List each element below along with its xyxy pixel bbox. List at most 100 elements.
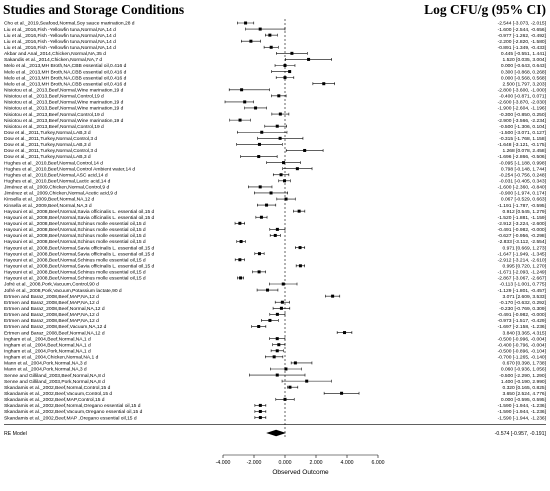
study-row: Skandamis et al._2002,Beef,Vacuum,Contro… [4, 391, 547, 397]
ci-text: 3.840 [3.365, 4.315] [502, 330, 546, 336]
x-tick-label: 0.000 [279, 460, 292, 466]
study-label: Cho et al._2019,Seafood,Normal,Soy sauce… [4, 21, 135, 27]
point-estimate [257, 155, 261, 159]
point-estimate [269, 191, 273, 195]
study-label: Sakandis et al._2014,Chicken,Normal,NA,7… [4, 57, 102, 63]
ci-text: -2.912 [-3.214, -2.610] [498, 257, 547, 263]
point-estimate [275, 227, 279, 231]
study-row: Ingham et al._2004,Beef,Normal,NA,1 d -0.… [4, 342, 547, 348]
study-row: Hughes et al._2010,Beef,Normal,ASC acid,… [4, 172, 547, 178]
study-label: Liu et al._2016,Fish -Yellowfin tuna,Nor… [4, 39, 116, 45]
study-row: Jofré et al._2008,Pork,Vacuum,Control,90… [4, 282, 547, 288]
study-label: Skandamis et al._2002,Beef,Normal,Oregan… [4, 403, 141, 409]
study-row: Skandamis et al._2002,Beef,MAP ,Oregano … [4, 415, 547, 421]
point-estimate [343, 331, 347, 335]
ci-text: 2.500 [1.797, 3.203] [502, 81, 546, 87]
study-row: Akbar and Anal_2014,Chicken,Normal,NA,35… [4, 51, 547, 57]
ci-text: -0.491 [-0.982, -0.000] [498, 227, 547, 233]
study-label: Nisiotou et al._2013,Beef,Normal,Wine ma… [4, 87, 124, 93]
x-tick-label: 4.000 [341, 460, 354, 466]
study-row: Sakandis et al._2014,Chicken,Normal,NA,7… [4, 57, 547, 63]
study-label: Mann et al._2004,Pork,Normal,NA,3 d [4, 367, 87, 373]
ci-text: 0.000 [-0.595, 0.595] [501, 397, 547, 403]
study-label: Hayouni et al._2008,Beef,Normal,Savia of… [4, 209, 155, 215]
ci-text: 1.268 [0.078, 2.458] [502, 148, 546, 154]
study-row: Dow et al._2011,Turkey,Normal,LAB,3 d -1.… [4, 154, 547, 160]
point-estimate [283, 397, 287, 401]
ci-text: -1.900 [-2.604, -1.196] [498, 106, 547, 112]
x-tick-label: 2.000 [310, 460, 323, 466]
ci-text: 0.798 [-0.148, 1.744] [501, 166, 547, 172]
point-estimate [238, 258, 242, 262]
study-label: Hughes et al._2010,Beef,Normal,Control,1… [4, 160, 103, 166]
study-row: Kinsella et al._2009,Beef,Normal,NA,12 d… [4, 197, 547, 203]
study-label: Ertmen and Baraz_2008,Beef,MAP,NA,12 d [4, 312, 99, 318]
study-row: Nisiotou et al._2013,Beef,Normal,Control… [4, 112, 547, 118]
point-estimate [278, 112, 282, 116]
ci-text: 0.445 [-0.551, 1.441] [501, 51, 547, 57]
point-estimate [268, 318, 272, 322]
ci-text: -2.600 [-3.870, -2.030] [498, 100, 547, 106]
x-tick-label: -2.000 [247, 460, 262, 466]
point-estimate [258, 27, 262, 31]
study-label: Senne and Gilliland_2003,Beef,Normal,NA,… [4, 373, 105, 379]
ci-text: -0.170 [-0.632, 0.292] [499, 300, 546, 306]
study-row: Liu et al._2016,Fish -Yellowfin tuna,Nor… [4, 33, 547, 39]
study-label: Jiménez et al._2009,Chicken,Normal,Aceti… [4, 191, 117, 197]
study-label: Nisiotou et al._2013,Beef,Normal,Wine ma… [4, 106, 124, 112]
point-estimate [269, 45, 273, 49]
ci-text: -1.648 [-3.121, -0.175] [498, 142, 547, 148]
study-row: Hayouni et al._2008,Beef,Normal,Schinus … [4, 270, 547, 276]
ci-text: -0.500 [-0.896, -0.104] [498, 348, 547, 354]
study-row: Hayouni et al._2008,Beef,Normal,Schinus … [4, 233, 547, 239]
study-row: Nisiotou et al._2013,Beef,Normal,Control… [4, 124, 547, 130]
point-estimate [275, 312, 279, 316]
point-estimate [260, 130, 264, 134]
ci-text: 0.912 [0.545, 1.279] [502, 209, 546, 215]
ci-text: 0.000 [-0.643, 0.643] [501, 63, 547, 69]
study-row: Ertmen and Baraz_2008,Beef,Vacuum,NA,12 … [4, 324, 547, 330]
point-estimate [297, 209, 301, 213]
study-row: Ertmen and Baraz_2008,Beef,MAP,NA,12 d -0… [4, 318, 547, 324]
study-label: Hayouni et al._2008,Beef,Normal,Schinus … [4, 227, 146, 233]
ci-text: -0.400 [-0.796, -0.004] [498, 342, 547, 348]
ci-text: -0.700 [-1.265, -0.140] [498, 355, 547, 361]
study-label: Hughes et al._2010,Beef,Normal,ASC acid,… [4, 172, 108, 178]
study-label: Hayouni et al._2008,Beef,Normal,Schinus … [4, 257, 146, 263]
study-label: Skandamis et al._2002,Beef,Vacuum,Contro… [4, 391, 112, 397]
point-estimate [273, 233, 277, 237]
study-row: Liu et al._2016,Fish -Yellowfin tuna,Nor… [4, 45, 547, 51]
ci-text: 1.520 [0.035, 3.004] [502, 57, 546, 63]
study-row: Ertmen and Baraz_2008,Beef,MAP,NA,12 d -0… [4, 300, 547, 306]
x-axis: -4.000 -2.000 0.000 2.000 4.000 6.000 [216, 454, 385, 466]
study-row: Nisiotou et al._2013,Beef,Normal,Wine ma… [4, 118, 547, 124]
point-estimate [288, 70, 292, 74]
point-estimate [280, 300, 284, 304]
ci-text: -0.230 [-0.769, 0.309] [499, 306, 546, 312]
point-estimate [288, 385, 292, 389]
point-estimate [272, 355, 276, 359]
point-estimate [257, 252, 261, 256]
ci-text: -0.300 [-0.850, 0.250] [499, 112, 546, 118]
ci-text: -2.544 [-3.073, -2.015] [498, 21, 547, 27]
point-estimate [238, 118, 242, 122]
point-estimate [258, 416, 262, 420]
study-label: Hayouni et al._2008,Beef,Normal,Savia of… [4, 264, 155, 270]
study-label: Hayouni et al._2008,Beef,Normal,Schinus … [4, 233, 146, 239]
study-label: Ingham et al._2004,Chicken,Normal,NA,1 d [4, 355, 99, 361]
ci-text: 0.067 [-0.529, 0.663] [501, 197, 547, 203]
study-label: Liu et al._2016,Fish -Yellowfin tuna,Nor… [4, 45, 116, 51]
point-estimate [284, 197, 288, 201]
point-estimate [258, 403, 262, 407]
point-estimate [254, 106, 258, 110]
ci-text: -1.500 [-3.071, 0.127] [499, 130, 546, 136]
point-estimate [281, 282, 285, 286]
point-estimate [298, 246, 302, 250]
point-estimate [259, 215, 263, 219]
ci-text: 0.000 [-0.568, 0.568] [501, 75, 547, 81]
study-label: Melo et al._2013,MH Broth,NA,CBB essenti… [4, 81, 127, 87]
point-estimate [266, 288, 270, 292]
study-row: Melo et al._2013,MH Broth,NA,CBB essenti… [4, 63, 547, 69]
study-label: Ertmen and Baraz_2008,Beef,MAP,NA,12 d [4, 300, 99, 306]
point-estimate [257, 325, 261, 328]
